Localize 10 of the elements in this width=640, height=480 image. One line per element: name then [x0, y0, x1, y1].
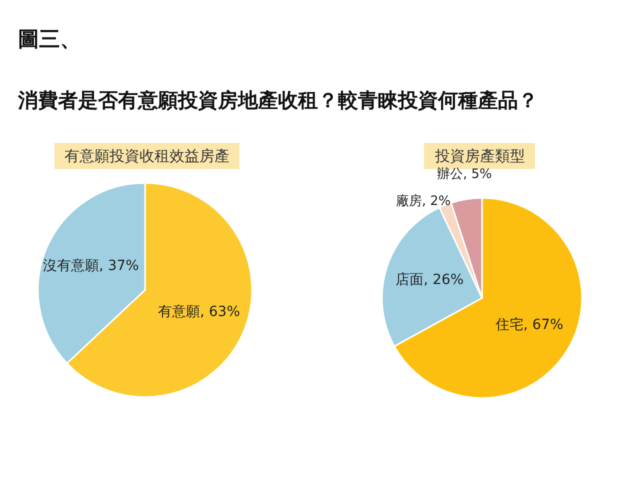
chart-title: 投資房產類型	[434, 147, 525, 165]
slice-label: 店面, 26%	[396, 271, 464, 290]
text: 消費者是否有意願投資房地產收租？較青睞投資何種產品？	[17, 88, 538, 112]
slice-label: 廠房, 2%	[396, 194, 451, 211]
slice-label: 住宅, 67%	[495, 316, 564, 334]
slice-label: 有意願, 63%	[158, 303, 240, 322]
text: 圖三、	[18, 27, 81, 51]
slice-label: 沒有意願, 37%	[42, 256, 139, 275]
chart-title: 有意願投資收租效益房產	[64, 147, 230, 165]
slice-label: 辦公, 5%	[437, 167, 492, 184]
